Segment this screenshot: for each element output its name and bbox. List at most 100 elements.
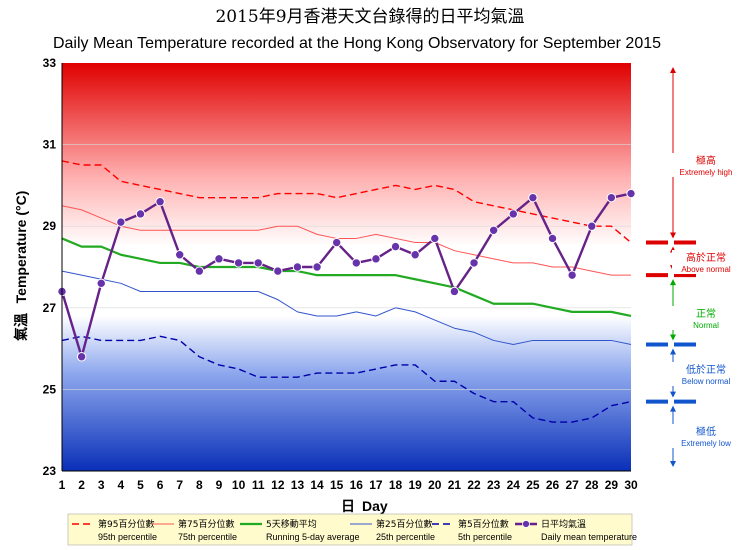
x-tick-label: 8 xyxy=(196,478,203,492)
legend-box xyxy=(67,513,633,546)
x-tick-label: 27 xyxy=(565,478,579,492)
y-tick-label: 23 xyxy=(43,464,57,478)
x-tick-label: 1 xyxy=(59,478,66,492)
daily-point xyxy=(214,254,224,264)
legend-label-zh: 第5百分位數 xyxy=(458,518,509,530)
y-axis-label: 氣溫 Temperature (°C) xyxy=(13,191,29,341)
y-axis-label-en: Temperature (°C) xyxy=(13,191,29,304)
daily-point xyxy=(410,250,420,260)
x-tick-label: 28 xyxy=(585,478,599,492)
daily-point xyxy=(175,250,185,260)
legend-label-en: 25th percentile xyxy=(376,532,435,542)
category-label-en: Above normal xyxy=(681,265,731,274)
legend-marker xyxy=(522,520,530,528)
x-tick-label: 6 xyxy=(157,478,164,492)
daily-point xyxy=(449,286,460,297)
daily-point xyxy=(96,278,106,289)
x-tick-labels: 1 2 3 4 5 6 7 8 9 10 11 12 13 14 15 16 17 18 19 20 21 22 23 24 2… xyxy=(59,478,638,492)
legend-label-zh: 第75百分位數 xyxy=(178,518,234,530)
x-tick-label: 26 xyxy=(546,478,560,492)
x-tick-label: 13 xyxy=(291,478,305,492)
series-line-p25 xyxy=(61,270,632,346)
legend-label-en: Daily mean temperature xyxy=(541,532,637,542)
y-tick-label: 25 xyxy=(43,382,57,396)
category-label-en: Extremely low xyxy=(681,439,731,448)
category-label-bg xyxy=(672,153,740,177)
daily-point xyxy=(116,217,126,227)
daily-point xyxy=(626,188,636,199)
daily-point xyxy=(606,192,617,203)
x-tick-label: 15 xyxy=(330,478,344,492)
daily-point xyxy=(273,266,283,276)
category-label-zh: 正常 xyxy=(696,307,716,320)
category-label-zh: 低於正常 xyxy=(686,363,726,376)
daily-point xyxy=(155,197,165,207)
daily-point xyxy=(194,266,205,276)
y-tick-label: 31 xyxy=(43,138,57,152)
x-tick-label: 11 xyxy=(252,478,265,492)
daily-point xyxy=(508,209,518,219)
x-tick-label: 20 xyxy=(428,478,442,492)
category-label-bg xyxy=(672,424,740,448)
chart-title-zh: 2015年9月香港天文台錄得的日平均氣溫 xyxy=(215,7,524,27)
daily-point xyxy=(469,258,479,268)
daily-point xyxy=(371,254,381,264)
legend-label-en: 95th percentile xyxy=(98,532,157,542)
x-tick-label: 17 xyxy=(369,478,383,492)
arrow-head xyxy=(670,405,676,412)
x-tick-label: 3 xyxy=(98,478,105,492)
category-label-en: Normal xyxy=(693,321,719,330)
daily-point xyxy=(547,233,558,244)
x-tick-label: 22 xyxy=(467,478,481,492)
arrow-head xyxy=(670,279,676,286)
x-tick-label: 25 xyxy=(526,478,540,492)
x-tick-label: 30 xyxy=(624,478,638,492)
daily-point xyxy=(292,262,303,272)
daily-point xyxy=(430,233,440,244)
category-label-en: Extremely high xyxy=(680,168,733,177)
arrow-head xyxy=(670,334,676,341)
x-tick-label: 9 xyxy=(216,478,223,492)
arrow-head xyxy=(670,461,676,467)
plot-gridlines xyxy=(62,144,631,390)
y-tick-labels: 23 25 27 29 31 33 xyxy=(43,56,57,478)
daily-point xyxy=(351,258,362,268)
category-label-bg xyxy=(672,362,740,386)
x-tick-label: 16 xyxy=(350,478,364,492)
legend-label-zh: 日平均氣溫 xyxy=(541,518,586,530)
y-tick-label: 27 xyxy=(43,301,57,315)
daily-point xyxy=(312,262,322,272)
x-tick-label: 29 xyxy=(605,478,619,492)
y-tick-label: 33 xyxy=(43,56,57,70)
x-axis-label-en: Day xyxy=(362,498,388,514)
x-tick-label: 23 xyxy=(487,478,501,492)
arrow-head xyxy=(670,348,676,355)
category-label-en: Below normal xyxy=(682,377,731,386)
x-tick-label: 10 xyxy=(232,478,246,492)
series-line-avg5 xyxy=(61,237,632,318)
x-tick-label: 4 xyxy=(118,478,125,492)
data-series xyxy=(57,160,636,423)
daily-point xyxy=(587,221,597,231)
arrow-head xyxy=(670,67,676,73)
plot-background xyxy=(62,63,631,471)
legend-label-en: Running 5-day average xyxy=(266,532,360,542)
daily-point xyxy=(567,270,577,280)
y-tick-label: 29 xyxy=(43,219,57,233)
daily-point xyxy=(76,352,87,362)
x-tick-label: 2 xyxy=(78,478,85,492)
legend-label-zh: 第25百分位數 xyxy=(376,518,432,530)
arrow-head xyxy=(670,232,676,239)
category-label-bg xyxy=(672,250,740,274)
arrow-head xyxy=(670,391,676,398)
daily-point xyxy=(528,192,538,203)
daily-point xyxy=(488,225,499,235)
category-label-zh: 極低 xyxy=(696,425,716,438)
x-tick-label: 19 xyxy=(408,478,422,492)
chart-title-en: Daily Mean Temperature recorded at the H… xyxy=(53,35,661,52)
legend-label-zh: 5天移動平均 xyxy=(266,518,317,530)
category-label-zh: 極高 xyxy=(696,154,716,167)
x-tick-label: 24 xyxy=(507,478,521,492)
